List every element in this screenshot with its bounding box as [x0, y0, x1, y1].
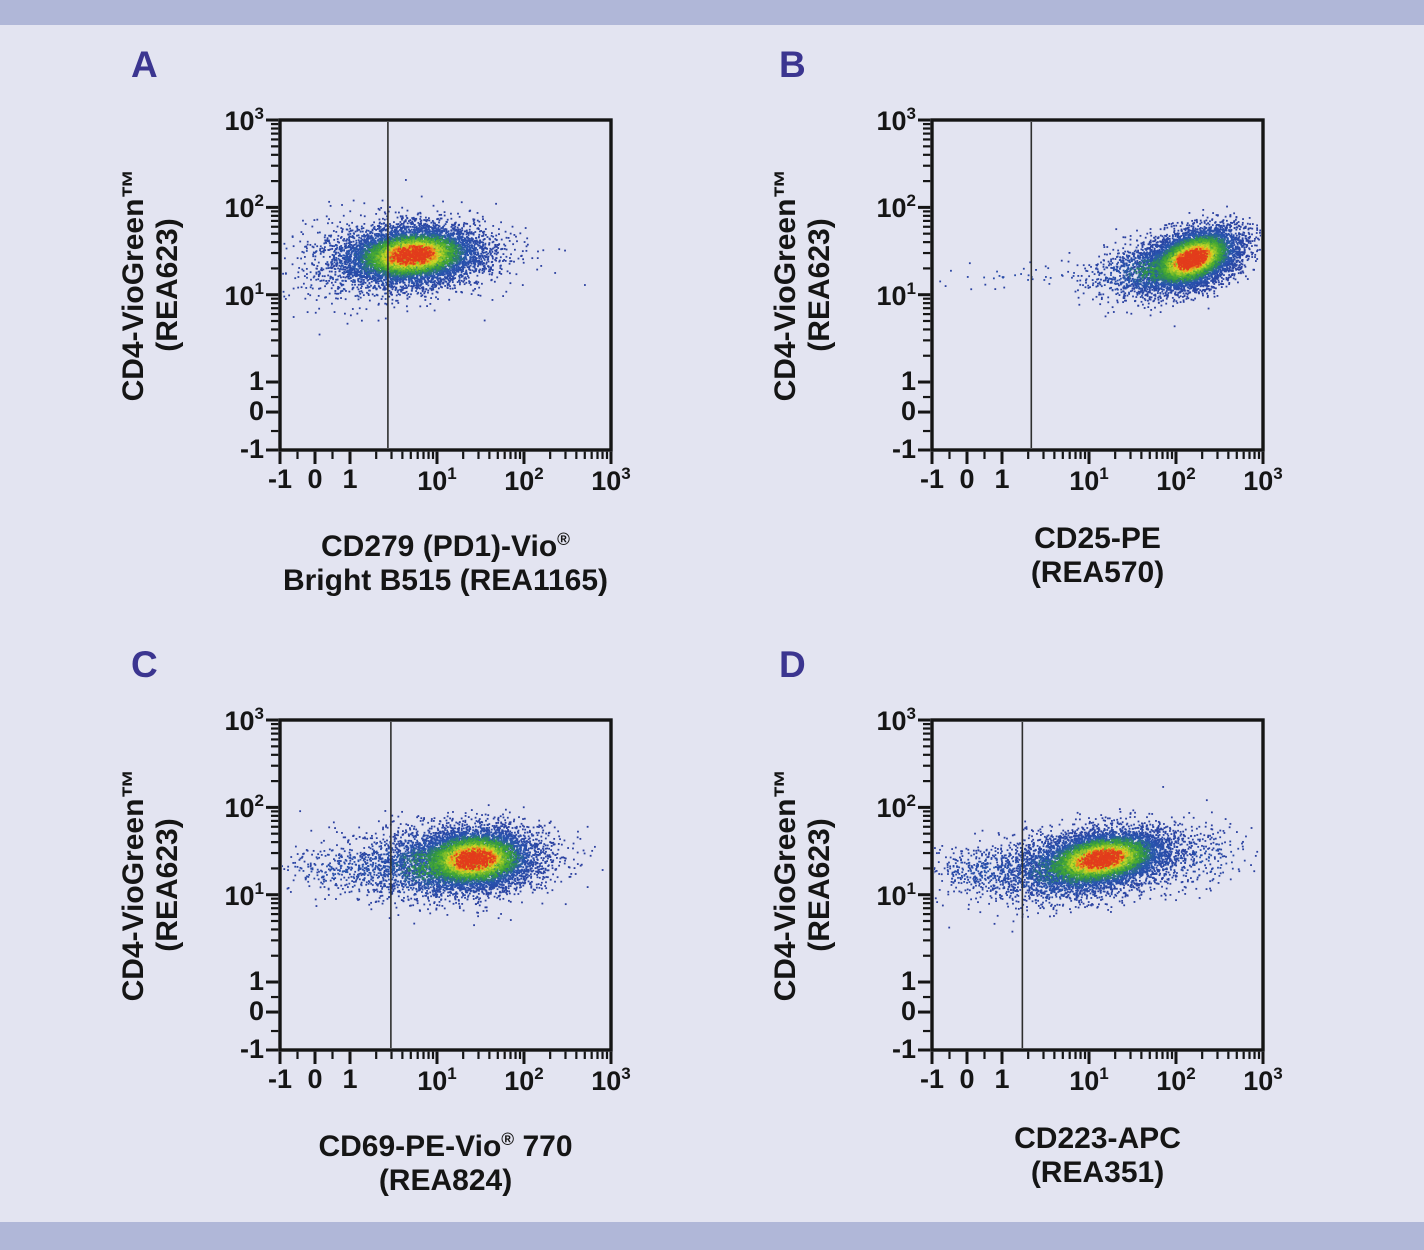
y-tick-label: 103 [224, 104, 264, 136]
x-tick-label: 1 [994, 464, 1010, 494]
x-tick-label: 102 [1156, 464, 1196, 496]
x-tick-label: 102 [504, 464, 544, 496]
y-tick-label: 0 [248, 396, 264, 427]
y-tick-label: 101 [876, 878, 916, 911]
y-tick-label: 102 [876, 791, 916, 824]
x-tick-label: 0 [307, 1064, 323, 1094]
panel-letter: C [131, 644, 158, 685]
y-tick-label: -1 [891, 1034, 916, 1064]
x-axis-title-line1: CD69-PE-Vio® 770 [318, 1129, 573, 1163]
x-tick-label: 0 [307, 464, 323, 494]
y-axis-title-line2: (REA623) [151, 818, 184, 952]
scatter-plot-canvas [906, 114, 1271, 476]
x-axis-title-line2: (REA351) [1030, 1156, 1165, 1189]
x-tick-label: 103 [1243, 464, 1283, 496]
x-tick-label: 103 [591, 1064, 631, 1096]
x-axis-title: CD25-PE (REA570) [888, 522, 1308, 590]
y-tick-label: 102 [876, 191, 916, 224]
x-tick-label: 102 [1156, 1064, 1196, 1096]
y-tick-label: 0 [900, 396, 916, 427]
y-tick-label: 103 [876, 104, 916, 136]
x-tick-label: -1 [919, 464, 945, 494]
top-border-bar [0, 0, 1424, 25]
y-axis-title: CD4-VioGreen™ (REA623) [117, 705, 187, 1065]
y-tick-label: 101 [876, 278, 916, 311]
x-tick-label: 1 [994, 1064, 1010, 1094]
scatter-plot-canvas [906, 714, 1271, 1076]
x-tick-label: 101 [1069, 1064, 1109, 1096]
y-tick-label: -1 [891, 434, 916, 464]
x-tick-label: -1 [919, 1064, 945, 1094]
y-tick-label: 102 [224, 191, 264, 224]
scatter-plot-canvas [254, 114, 619, 476]
y-tick-label: 101 [224, 878, 264, 911]
x-tick-label: 102 [504, 1064, 544, 1096]
y-axis-title-line1: CD4-VioGreen™ [769, 168, 802, 402]
x-tick-label: 0 [959, 464, 975, 494]
y-tick-label: 102 [224, 791, 264, 824]
y-axis-title: CD4-VioGreen™ (REA623) [769, 705, 839, 1065]
y-axis-title-line1: CD4-VioGreen™ [769, 768, 802, 1002]
y-axis-title-line2: (REA623) [803, 218, 836, 352]
y-tick-label: -1 [239, 434, 264, 464]
y-axis-title: CD4-VioGreen™ (REA623) [769, 105, 839, 465]
y-axis-title-line2: (REA623) [151, 218, 184, 352]
y-tick-label: 0 [900, 996, 916, 1027]
x-tick-label: 0 [959, 1064, 975, 1094]
x-tick-label: 103 [591, 464, 631, 496]
y-tick-label: 0 [248, 996, 264, 1027]
x-tick-label: 101 [1069, 464, 1109, 496]
x-axis-title: CD279 (PD1)-Vio® Bright B515 (REA1165) [236, 522, 656, 598]
x-axis-title: CD69-PE-Vio® 770 (REA824) [236, 1122, 656, 1198]
bottom-border-bar [0, 1222, 1424, 1250]
y-tick-label: 1 [900, 366, 916, 397]
y-tick-label: -1 [239, 1034, 264, 1064]
x-axis-title: CD223-APC (REA351) [888, 1122, 1308, 1190]
panel-letter: A [131, 44, 158, 85]
y-axis-title-line1: CD4-VioGreen™ [117, 168, 150, 402]
x-tick-label: 1 [342, 464, 358, 494]
x-axis-title-line2: Bright B515 (REA1165) [282, 564, 609, 597]
x-tick-label: 101 [417, 464, 457, 496]
y-tick-label: 1 [248, 966, 264, 997]
x-axis-title-line2: (REA570) [1030, 556, 1165, 589]
panel-letter: B [779, 44, 806, 85]
x-axis-title-line1: CD279 (PD1)-Vio® [320, 529, 570, 563]
x-axis-title-line1: CD223-APC [1014, 1122, 1181, 1155]
x-axis-title-line1: CD25-PE [1034, 522, 1161, 555]
y-tick-label: 1 [900, 966, 916, 997]
x-tick-label: 103 [1243, 1064, 1283, 1096]
y-tick-label: 103 [224, 704, 264, 736]
x-axis-title-line2: (REA824) [378, 1164, 513, 1197]
x-tick-label: -1 [267, 1064, 293, 1094]
panel-letter: D [779, 644, 806, 685]
y-tick-label: 103 [876, 704, 916, 736]
x-tick-label: 1 [342, 1064, 358, 1094]
y-axis-title-line1: CD4-VioGreen™ [117, 768, 150, 1002]
y-tick-label: 1 [248, 366, 264, 397]
y-axis-title: CD4-VioGreen™ (REA623) [117, 105, 187, 465]
scatter-plot-canvas [254, 714, 619, 1076]
x-tick-label: -1 [267, 464, 293, 494]
y-axis-title-line2: (REA623) [803, 818, 836, 952]
y-tick-label: 101 [224, 278, 264, 311]
x-tick-label: 101 [417, 1064, 457, 1096]
